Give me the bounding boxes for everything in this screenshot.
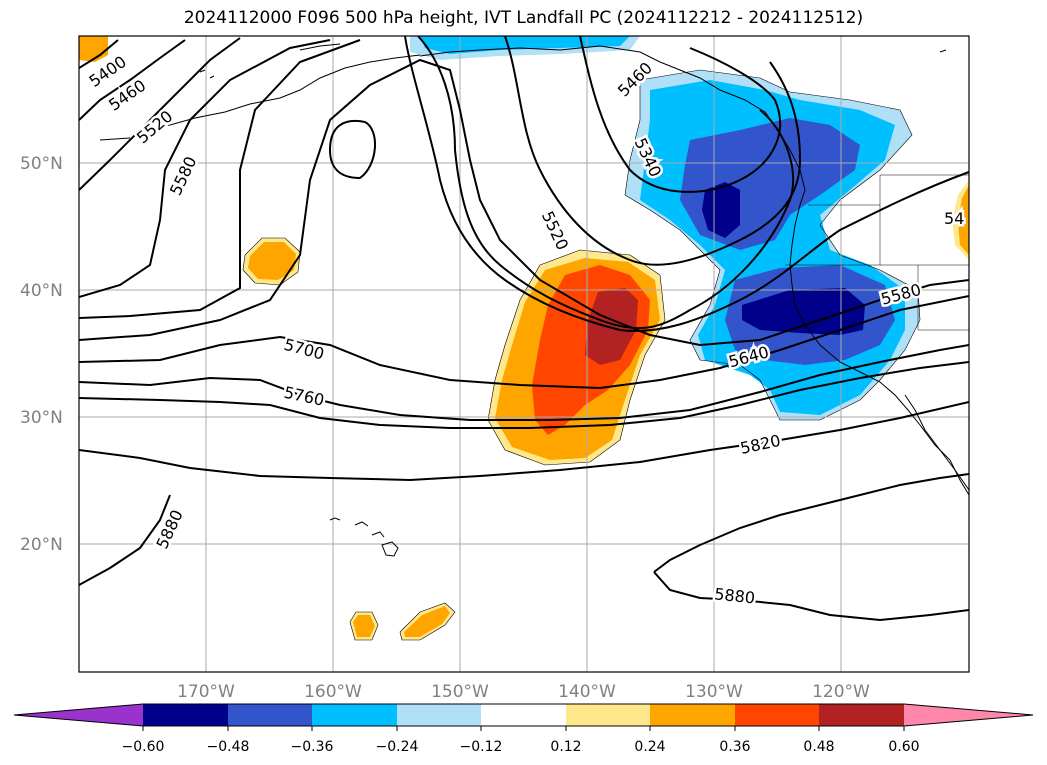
colorbar-tick-label-7: 0.24: [634, 739, 665, 755]
colorbar-swatch-4: [397, 704, 481, 726]
colorbar-swatch-5: [481, 704, 566, 726]
contour-5880-east: [653, 473, 969, 622]
lon-label-170w: 170°W: [177, 682, 235, 702]
colorbar-tick-label-6: 0.12: [550, 739, 581, 755]
colorbar-tick-label-2: −0.48: [207, 739, 250, 755]
contour-5400: [79, 39, 119, 69]
contour-5520-2: [404, 36, 969, 332]
colorbar: −0.60 −0.48 −0.36 −0.24 −0.12 0.12 0.24 …: [13, 703, 1034, 755]
shade-hawaii2-orange: [404, 606, 450, 637]
shade-central-darkred: [585, 288, 638, 365]
map-title: 2024112000 F096 500 hPa height, IVT Land…: [183, 8, 864, 28]
contour-5700: [79, 344, 969, 421]
shade-outlines: [242, 69, 921, 641]
shade-ne-darkblue1: [702, 182, 740, 238]
contour-closed-low: [328, 120, 377, 180]
coast-hawaii-2: [354, 521, 369, 527]
colorbar-extend-left: [14, 704, 143, 726]
shade-small-orange: [248, 242, 296, 280]
colorbar-swatch-7: [650, 704, 735, 726]
contour-5460: [79, 39, 186, 121]
colorbar-extend-right: [904, 704, 1033, 726]
longitude-labels: 170°W 160°W 150°W 140°W 130°W 120°W: [177, 682, 870, 702]
colorbar-swatch-3: [312, 704, 397, 726]
contour-5460-main: [504, 36, 802, 266]
coast-hawaii-big: [381, 541, 399, 557]
colorbar-swatch-9: [819, 704, 904, 726]
contour-5580-main: [79, 58, 969, 347]
colorbar-tick-label-10: 0.60: [888, 739, 919, 755]
ivt-shading: [79, 36, 969, 640]
lat-label-40n: 40°N: [20, 281, 63, 301]
lon-label-150w: 150°W: [431, 682, 489, 702]
contour-label-54: 54: [944, 209, 964, 228]
lon-label-130w: 130°W: [685, 682, 743, 702]
coastlines: [99, 43, 969, 557]
borders: [785, 174, 969, 331]
graticule: [79, 36, 969, 672]
contour-5640: [79, 295, 969, 390]
colorbar-tick-label-3: −0.36: [291, 739, 334, 755]
contour-5340: [579, 36, 781, 193]
colorbar-tick-label-1: −0.60: [122, 739, 165, 755]
colorbar-tick-label-4: −0.24: [376, 739, 419, 755]
lat-label-50n: 50°N: [20, 154, 63, 174]
coast-hawaii-1: [329, 517, 341, 521]
shade-alaska-blue: [420, 36, 630, 54]
contour-5580-west: [79, 39, 331, 298]
contour-5880-west: [79, 494, 171, 586]
colorbar-swatch-8: [735, 704, 819, 726]
contour-5760: [79, 361, 969, 429]
colorbar-tick-label-9: 0.48: [803, 739, 834, 755]
coast-us-west: [789, 189, 969, 496]
colorbar-tick-label-8: 0.36: [719, 739, 750, 755]
contour-5520-west: [79, 37, 241, 191]
lon-label-160w: 160°W: [304, 682, 362, 702]
contour-label-5880-b: 5880: [714, 584, 756, 607]
latitude-labels: 50°N 40°N 30°N 20°N: [20, 154, 63, 555]
coast-baja: [904, 394, 969, 491]
lon-label-140w: 140°W: [558, 682, 616, 702]
colorbar-swatch-1: [143, 704, 228, 726]
shade-hawaii1-orange: [353, 615, 375, 637]
colorbar-ticks: [142, 726, 905, 731]
lat-label-20n: 20°N: [20, 535, 63, 555]
lat-label-30n: 30°N: [20, 408, 63, 428]
coast-small-isle: [199, 49, 947, 79]
shade-ne-darkblue2: [742, 288, 865, 335]
colorbar-swatch-6: [566, 704, 650, 726]
colorbar-swatch-2: [228, 704, 312, 726]
map-frame: [78, 35, 970, 673]
lon-label-120w: 120°W: [812, 682, 870, 702]
coast-hawaii-3: [371, 531, 385, 538]
colorbar-tick-label-5: −0.12: [460, 739, 503, 755]
shade-east-orange: [958, 185, 969, 255]
height-contours: [79, 36, 969, 622]
contour-5820: [79, 401, 969, 482]
